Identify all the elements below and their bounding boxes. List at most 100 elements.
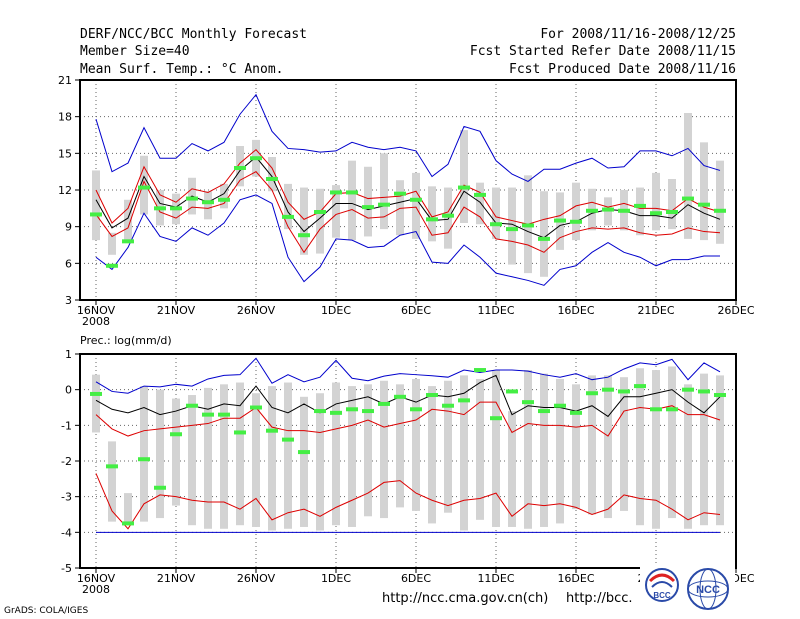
p2-spread-box — [492, 370, 500, 527]
bcc-url[interactable]: http://bcc. — [566, 591, 633, 606]
p1-obs-marker — [298, 233, 310, 238]
p1-obs-marker — [570, 219, 582, 224]
p1-obs-marker — [714, 208, 726, 213]
p2-spread-box — [700, 373, 708, 526]
p2-spread-box — [652, 370, 660, 529]
p1-xtick-label: 1DEC — [321, 304, 351, 317]
p1-xtick-label: 16NOV — [77, 304, 116, 317]
p1-obs-marker — [698, 202, 710, 207]
p2-spread-box — [444, 380, 452, 513]
p2-obs-marker — [330, 410, 342, 415]
p2-spread-box — [460, 375, 468, 531]
p1-spread-box — [124, 199, 132, 243]
p2-obs-marker — [458, 398, 470, 403]
p1-spread-box — [348, 160, 356, 241]
p1-ytick-label: 3 — [65, 294, 72, 307]
p2-spread-box — [220, 384, 228, 529]
p2-spread-box — [108, 441, 116, 522]
p2-obs-marker — [186, 403, 198, 408]
p2-obs-marker — [698, 389, 710, 394]
p2-obs-marker — [138, 457, 150, 462]
p1-obs-marker — [538, 236, 550, 241]
bcc-logo-icon: BCC NCC — [645, 568, 729, 610]
p2-obs-marker — [122, 521, 134, 526]
p2-spread-box — [284, 382, 292, 529]
p2-spread-box — [124, 493, 132, 522]
p1-spread-box — [460, 130, 468, 223]
p1-ytick-label: 9 — [65, 221, 72, 234]
p1-spread-box — [268, 157, 276, 192]
p2-xtick-label: 26NOV — [237, 572, 276, 585]
p1-xtick-label: 6DEC — [401, 304, 431, 317]
p1-spread-box — [364, 166, 372, 237]
p2-spread-box — [332, 382, 340, 526]
p1-spread-box — [684, 113, 692, 239]
ncc-logo-text: NCC — [696, 584, 720, 596]
p2-spread-box — [204, 387, 212, 529]
p2-obs-marker — [650, 407, 662, 412]
p2-obs-marker — [202, 412, 214, 417]
p2-line-lower — [95, 473, 721, 530]
p2-ytick-label: -3 — [61, 491, 72, 504]
p1-obs-marker — [554, 218, 566, 223]
p2-spread-box — [620, 377, 628, 511]
p1-spread-box — [444, 187, 452, 249]
p2-spread-box — [316, 393, 324, 531]
p2-obs-marker — [522, 400, 534, 405]
p1-obs-marker — [394, 191, 406, 196]
p1-spread-box — [380, 153, 388, 230]
p2-spread-box — [252, 393, 260, 527]
p2-spread-box — [268, 386, 276, 531]
p2-spread-box — [172, 398, 180, 506]
p2-spread-box — [140, 386, 148, 522]
p2-xtick-label: 16NOV — [77, 572, 116, 585]
p1-obs-marker — [426, 217, 438, 222]
p2-ytick-label: -1 — [61, 419, 72, 432]
p1-obs-marker — [218, 197, 230, 202]
p1-obs-marker — [634, 203, 646, 208]
p2-spread-box — [396, 384, 404, 508]
p1-spread-box — [652, 172, 660, 231]
p1-obs-marker — [346, 190, 358, 195]
ncc-url[interactable]: http://ncc.cma.gov.cn(ch) — [382, 591, 549, 606]
p2-obs-marker — [378, 401, 390, 406]
p2-spread-box — [716, 375, 724, 526]
p1-line-min — [95, 194, 720, 286]
logo-area: BCC NCC — [640, 565, 735, 615]
p1-line-max — [95, 93, 721, 183]
p1-obs-marker — [154, 206, 166, 211]
p2-ytick-label: -2 — [61, 455, 72, 468]
p1-ytick-label: 15 — [58, 147, 72, 160]
p1-ytick-label: 21 — [58, 74, 72, 87]
p1-spread-box — [476, 182, 484, 225]
p1-xtick-label: 21DEC — [637, 304, 674, 317]
p1-spread-box — [492, 187, 500, 239]
p2-xtick-label: 11DEC — [477, 572, 514, 585]
p1-line-mean — [95, 156, 721, 239]
p1-obs-marker — [282, 214, 294, 219]
p1-obs-marker — [522, 223, 534, 228]
p1-obs-marker — [186, 196, 198, 201]
p1-spread-box — [332, 185, 340, 238]
p1-spread-box — [668, 179, 676, 230]
p2-year-label: 2008 — [82, 583, 110, 596]
p1-ytick-label: 12 — [58, 184, 72, 197]
p2-obs-marker — [266, 428, 278, 433]
p2-obs-marker — [106, 464, 118, 469]
p1-obs-marker — [506, 227, 518, 232]
p2-ytick-label: 0 — [65, 384, 72, 397]
p1-obs-marker — [602, 207, 614, 212]
p2-spread-box — [364, 384, 372, 517]
p2-obs-marker — [154, 485, 166, 490]
p2-line-upper — [95, 401, 721, 437]
p1-year-label: 2008 — [82, 315, 110, 328]
p2-obs-marker — [538, 409, 550, 414]
p1-obs-marker — [378, 202, 390, 207]
p1-obs-marker — [266, 177, 278, 181]
p2-spread-box — [476, 378, 484, 520]
p2-spread-box — [188, 395, 196, 526]
p1-ytick-label: 6 — [65, 257, 72, 270]
p2-obs-marker — [282, 437, 294, 442]
grads-credit: GrADS: COLA/IGES — [4, 606, 89, 616]
p1-line-upper — [95, 148, 721, 225]
